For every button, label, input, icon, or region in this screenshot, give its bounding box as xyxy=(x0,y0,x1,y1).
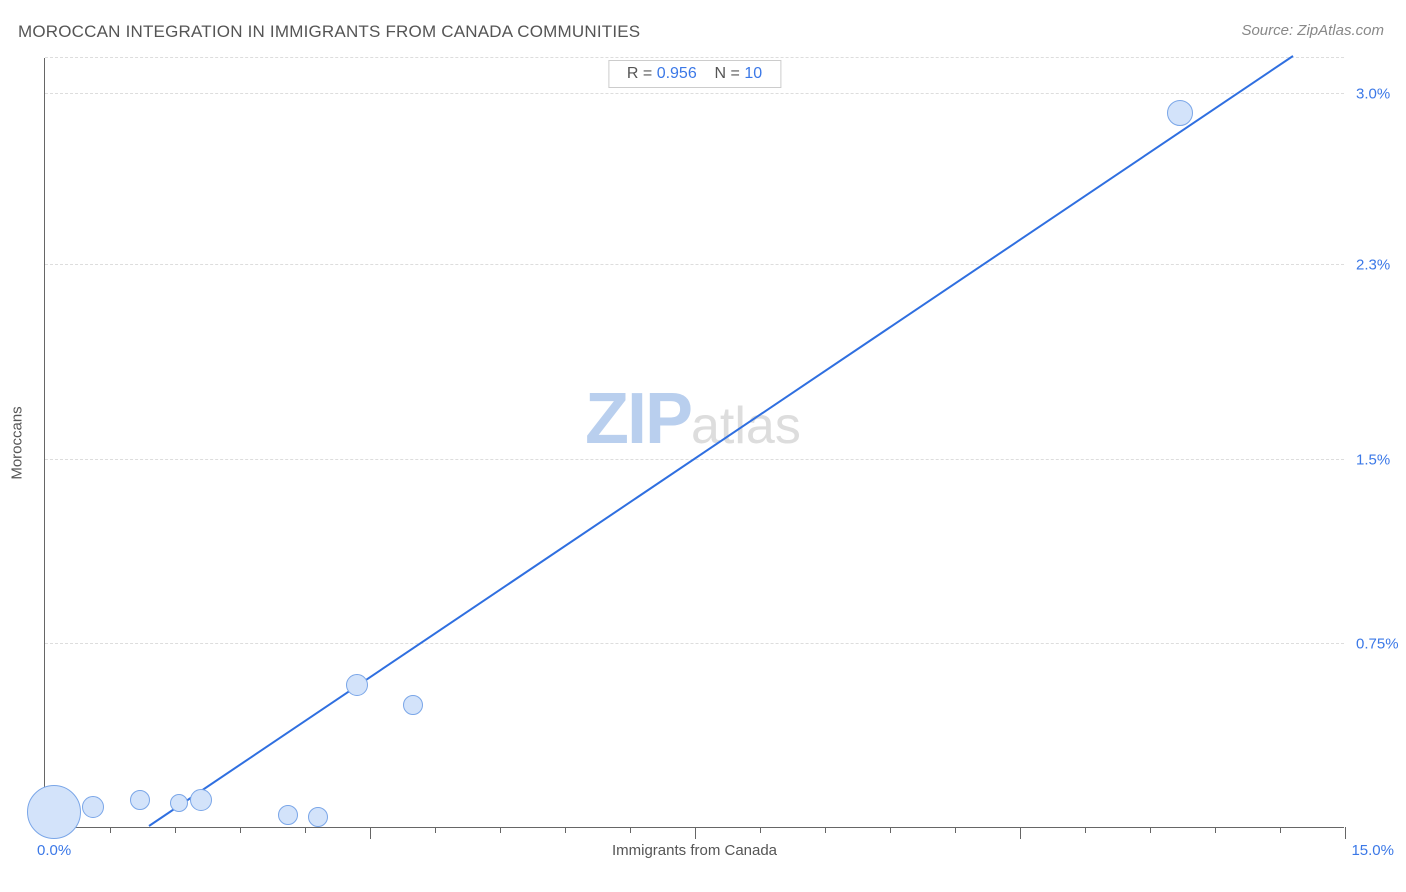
y-tick-label: 0.75% xyxy=(1356,635,1399,652)
data-bubble xyxy=(190,789,212,811)
data-bubble xyxy=(170,794,188,812)
data-bubble xyxy=(130,790,150,810)
x-tick xyxy=(110,827,111,833)
source-label: Source: ZipAtlas.com xyxy=(1241,22,1384,39)
x-tick xyxy=(1215,827,1216,833)
r-label: R = xyxy=(627,65,652,82)
x-tick xyxy=(1280,827,1281,833)
gridline xyxy=(45,264,1344,265)
y-tick-label: 1.5% xyxy=(1356,452,1390,469)
x-tick xyxy=(760,827,761,833)
x-tick xyxy=(630,827,631,833)
data-bubble xyxy=(82,796,104,818)
gridline xyxy=(45,93,1344,94)
x-tick xyxy=(1085,827,1086,833)
x-tick xyxy=(500,827,501,833)
data-bubble xyxy=(278,805,298,825)
data-bubble xyxy=(1167,100,1193,126)
x-tick xyxy=(565,827,566,833)
x-max-label: 15.0% xyxy=(1351,842,1394,859)
plot-area: R = 0.956 N = 10 ZIPatlas Moroccans Immi… xyxy=(44,58,1344,828)
x-tick xyxy=(1020,827,1021,839)
gridline xyxy=(45,643,1344,644)
x-tick xyxy=(695,827,696,839)
data-bubble xyxy=(346,674,368,696)
n-label: N = xyxy=(715,65,740,82)
y-tick-label: 2.3% xyxy=(1356,256,1390,273)
watermark-zip: ZIP xyxy=(585,379,691,459)
x-tick xyxy=(240,827,241,833)
y-axis-label: Moroccans xyxy=(9,406,26,479)
watermark-atlas: atlas xyxy=(691,397,801,455)
x-tick xyxy=(890,827,891,833)
r-value: 0.956 xyxy=(657,65,697,82)
x-min-label: 0.0% xyxy=(37,842,71,859)
watermark: ZIPatlas xyxy=(585,378,801,460)
x-axis-label: Immigrants from Canada xyxy=(612,842,777,859)
x-tick xyxy=(1150,827,1151,833)
data-bubble xyxy=(27,785,81,839)
chart-title: MOROCCAN INTEGRATION IN IMMIGRANTS FROM … xyxy=(18,22,640,42)
trend-line xyxy=(148,55,1293,827)
x-tick xyxy=(955,827,956,833)
gridline xyxy=(45,57,1344,58)
y-tick-label: 3.0% xyxy=(1356,85,1390,102)
stats-box: R = 0.956 N = 10 xyxy=(608,60,781,88)
x-tick xyxy=(435,827,436,833)
x-tick xyxy=(305,827,306,833)
x-tick xyxy=(370,827,371,839)
x-tick xyxy=(825,827,826,833)
data-bubble xyxy=(308,807,328,827)
data-bubble xyxy=(403,695,423,715)
x-tick xyxy=(1345,827,1346,839)
n-value: 10 xyxy=(744,65,762,82)
x-tick xyxy=(175,827,176,833)
